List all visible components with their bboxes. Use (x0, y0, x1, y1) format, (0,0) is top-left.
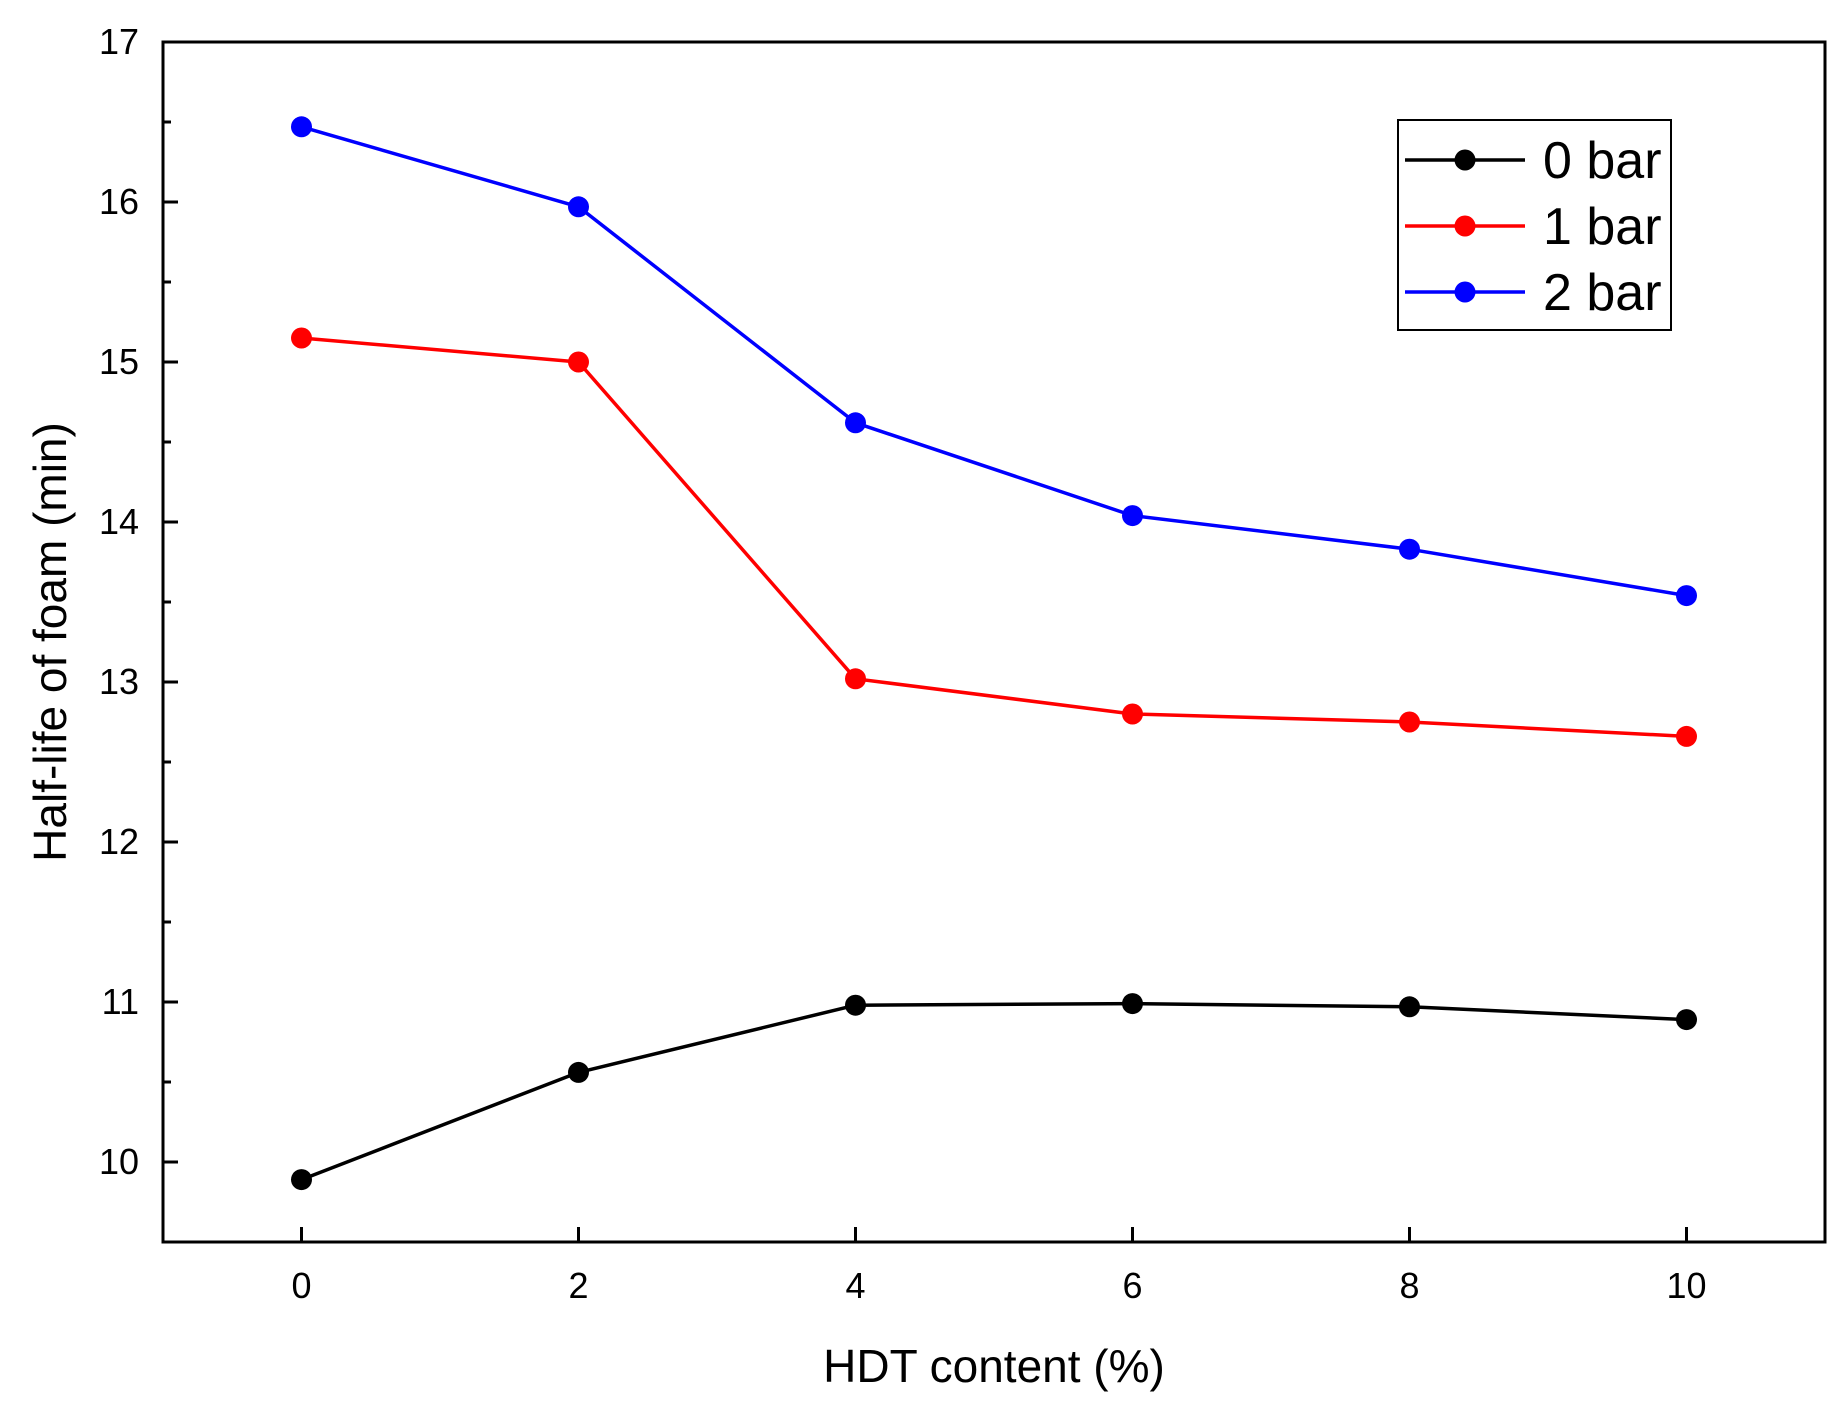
legend-marker-1-bar (1454, 215, 1476, 237)
data-point-2-bar (1122, 505, 1143, 527)
legend-label-2-bar: 2 bar (1543, 264, 1662, 322)
y-tick-label: 16 (99, 181, 139, 222)
y-tick-label: 13 (99, 661, 139, 702)
data-point-1-bar (845, 668, 866, 690)
x-tick-label: 8 (1399, 1265, 1419, 1306)
legend-label-0-bar: 0 bar (1543, 132, 1662, 190)
y-tick-label: 11 (102, 981, 139, 1022)
data-point-0-bar (845, 994, 866, 1016)
x-tick-label: 0 (291, 1265, 311, 1306)
data-point-0-bar (1122, 993, 1143, 1015)
data-point-2-bar (291, 116, 312, 138)
y-tick-label: 12 (99, 821, 139, 862)
legend-marker-2-bar (1454, 281, 1476, 303)
data-point-1-bar (1676, 725, 1697, 747)
data-point-1-bar (568, 351, 589, 373)
y-tick-label: 15 (99, 341, 139, 382)
y-tick-label: 17 (99, 21, 139, 62)
data-point-2-bar (568, 196, 589, 218)
x-tick-label: 4 (845, 1265, 865, 1306)
data-point-2-bar (1676, 585, 1697, 607)
x-tick-label: 6 (1122, 1265, 1142, 1306)
legend-marker-0-bar (1454, 149, 1476, 171)
x-tick-label: 2 (568, 1265, 588, 1306)
x-axis: 0 2 4 6 8 10 (291, 1227, 1707, 1306)
series-line-0-bar (300, 1001, 1687, 1182)
data-point-0-bar (1676, 1009, 1697, 1031)
x-tick-label: 10 (1666, 1265, 1706, 1306)
series-line-1-bar (301, 336, 1687, 739)
plot-frame (161, 40, 1827, 1244)
legend-label-1-bar: 1 bar (1543, 198, 1662, 256)
series-line-2-bar (301, 125, 1687, 598)
x-axis-title: HDT content (%) (823, 1340, 1165, 1392)
data-point-0-bar (1399, 996, 1420, 1018)
data-point-0-bar (568, 1061, 589, 1083)
data-point-1-bar (1122, 703, 1143, 725)
data-point-0-bar (291, 1169, 312, 1191)
series-layer (291, 116, 1697, 1191)
legend: 0 bar 1 bar 2 bar (1397, 119, 1672, 331)
y-tick-label: 14 (99, 501, 139, 542)
data-point-2-bar (845, 412, 866, 434)
data-point-2-bar (1399, 538, 1420, 560)
data-point-1-bar (291, 327, 312, 349)
data-point-1-bar (1399, 711, 1420, 733)
y-axis: 10 11 12 13 14 15 16 17 (99, 21, 178, 1182)
y-axis-title: Half-life of foam (min) (24, 422, 76, 862)
y-tick-label: 10 (99, 1141, 139, 1182)
